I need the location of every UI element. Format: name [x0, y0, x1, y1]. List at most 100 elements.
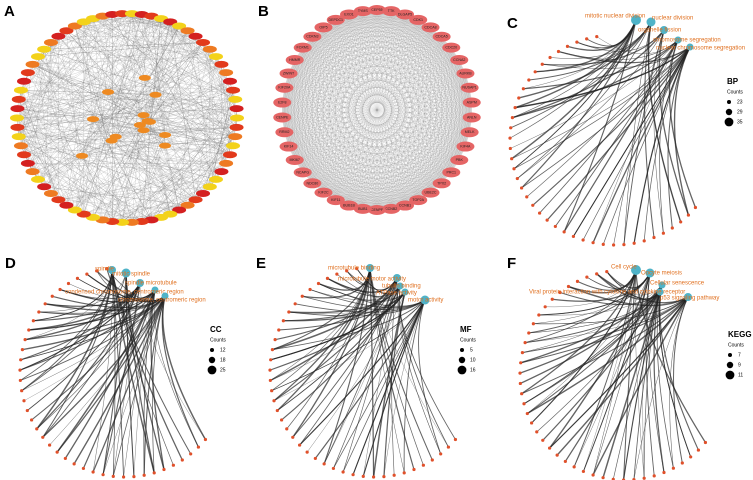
- gene-dot: [572, 465, 576, 469]
- edge: [131, 13, 227, 164]
- edge: [418, 299, 442, 455]
- edge: [282, 87, 470, 103]
- gene-dot: [355, 266, 359, 271]
- gene-dot: [535, 430, 539, 434]
- gene-dot: [585, 275, 589, 279]
- edge: [362, 11, 442, 184]
- node-label: ZWINT: [283, 71, 295, 75]
- edge: [563, 19, 637, 233]
- legend-count: 35: [737, 119, 743, 125]
- gene-dot: [550, 297, 554, 301]
- edge: [147, 120, 188, 206]
- gene-dot: [519, 361, 523, 365]
- edge: [23, 154, 133, 223]
- edge: [170, 136, 236, 215]
- legend-dot: [724, 117, 734, 127]
- edge: [282, 117, 470, 133]
- edge: [58, 36, 109, 93]
- edge: [369, 267, 415, 470]
- edge: [102, 193, 204, 221]
- edge: [202, 42, 234, 146]
- edge: [32, 49, 45, 172]
- edge: [32, 99, 236, 172]
- edge: [151, 99, 236, 220]
- node: [275, 82, 294, 93]
- edge: [66, 18, 94, 206]
- gene-dot: [446, 445, 451, 449]
- edge: [323, 267, 371, 465]
- edge: [323, 19, 336, 193]
- gene-dot: [132, 475, 136, 479]
- edge: [362, 11, 466, 147]
- edge: [348, 14, 431, 28]
- edge: [20, 18, 162, 146]
- edge: [282, 47, 452, 118]
- edge: [312, 87, 470, 184]
- gene-dot: [566, 284, 571, 289]
- edge: [348, 47, 452, 206]
- gene-dot: [20, 348, 25, 352]
- panel-label: D: [5, 255, 16, 272]
- edge: [288, 132, 470, 147]
- edge: [284, 132, 406, 206]
- edge: [348, 14, 452, 173]
- node: [180, 27, 195, 35]
- edge: [510, 39, 679, 149]
- edge: [282, 102, 442, 184]
- legend-count: 16: [470, 367, 476, 373]
- edge: [312, 36, 472, 118]
- edge: [143, 81, 231, 116]
- gene-dot: [272, 399, 276, 403]
- term-node: [401, 288, 409, 296]
- edge: [131, 134, 166, 223]
- node-label: KIF11: [331, 198, 340, 202]
- legend-count: 23: [737, 99, 743, 105]
- edge: [112, 186, 210, 222]
- edge: [288, 73, 472, 103]
- edge: [362, 117, 472, 209]
- gene-dot: [335, 272, 339, 276]
- edge: [92, 269, 113, 473]
- edge: [44, 49, 222, 65]
- node-label: DEPDC1: [328, 18, 343, 22]
- edge: [160, 18, 234, 91]
- edge: [17, 127, 222, 172]
- edge: [312, 36, 378, 211]
- gene-dot: [298, 443, 302, 447]
- gene-dot: [601, 242, 605, 246]
- edge: [383, 299, 426, 477]
- edge: [521, 269, 637, 395]
- legend-dot: [460, 348, 464, 352]
- gene-dot: [63, 456, 67, 461]
- edge: [362, 11, 378, 211]
- edge: [362, 11, 470, 88]
- edge: [323, 277, 398, 465]
- gene-dot: [121, 475, 126, 479]
- edge: [50, 16, 103, 194]
- edge: [115, 30, 188, 137]
- node: [396, 200, 415, 211]
- edge: [17, 18, 94, 128]
- edge: [302, 47, 406, 206]
- edge: [312, 19, 419, 184]
- node: [208, 175, 223, 183]
- gene-dot: [270, 389, 274, 393]
- legend-subtitle: Counts: [728, 342, 744, 348]
- edge: [131, 13, 236, 100]
- edge: [24, 154, 222, 172]
- term-node: [686, 43, 694, 51]
- gene-dot: [522, 402, 526, 406]
- legend-dot: [457, 365, 467, 375]
- edge: [18, 14, 113, 137]
- edge: [153, 289, 199, 448]
- node: [115, 10, 130, 18]
- node: [229, 105, 244, 113]
- edge: [573, 46, 691, 237]
- edge: [418, 87, 470, 201]
- gene-dot: [351, 473, 355, 477]
- node: [219, 159, 234, 167]
- edge: [323, 159, 460, 193]
- gene-dot: [523, 341, 527, 345]
- gene-dot: [661, 231, 665, 235]
